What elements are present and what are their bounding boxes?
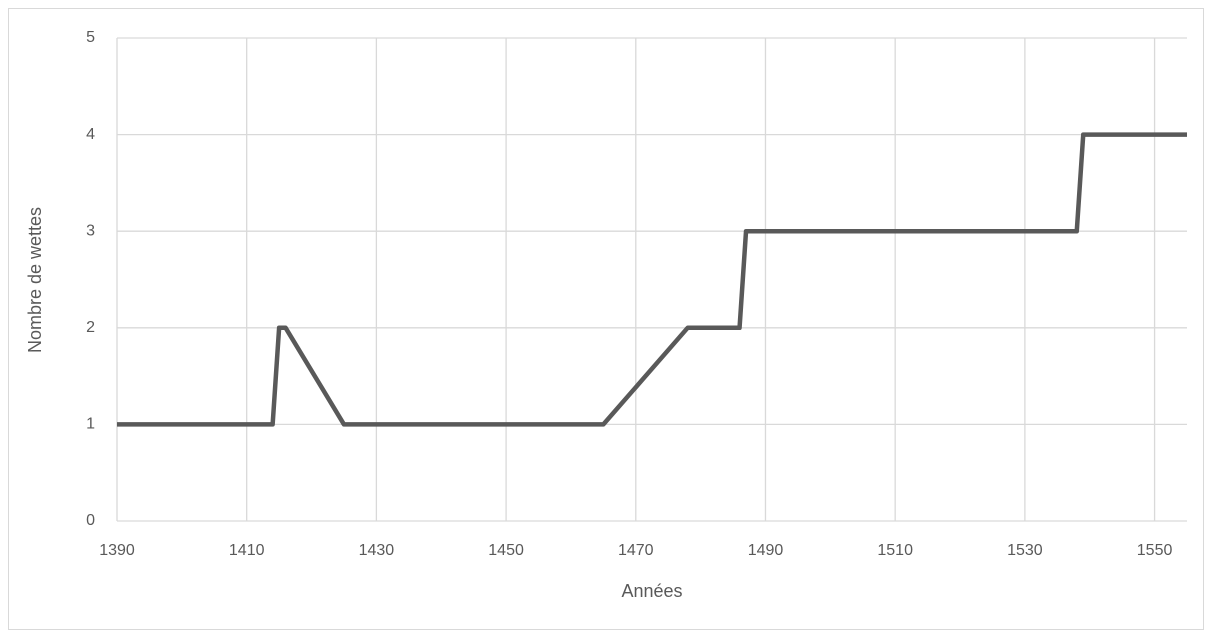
x-axis-label: Années [621, 581, 682, 601]
x-tick-label: 1450 [488, 542, 524, 559]
x-tick-label: 1510 [877, 542, 913, 559]
y-tick-label: 5 [86, 29, 95, 46]
x-tick-label: 1470 [618, 542, 654, 559]
x-tick-label: 1410 [229, 542, 265, 559]
y-tick-label: 1 [86, 416, 95, 433]
y-tick-label: 4 [86, 126, 95, 143]
x-tick-label: 1550 [1137, 542, 1173, 559]
x-tick-label: 1390 [99, 542, 135, 559]
x-tick-label: 1490 [748, 542, 784, 559]
y-tick-label: 0 [86, 512, 95, 529]
x-tick-label: 1530 [1007, 542, 1043, 559]
y-tick-label: 2 [86, 319, 95, 336]
y-tick-label: 3 [86, 222, 95, 239]
line [117, 132, 1187, 427]
chart-border [8, 8, 1204, 630]
y-axis-label: Nombre de wettes [25, 207, 45, 353]
x-tick-label: 1430 [359, 542, 395, 559]
